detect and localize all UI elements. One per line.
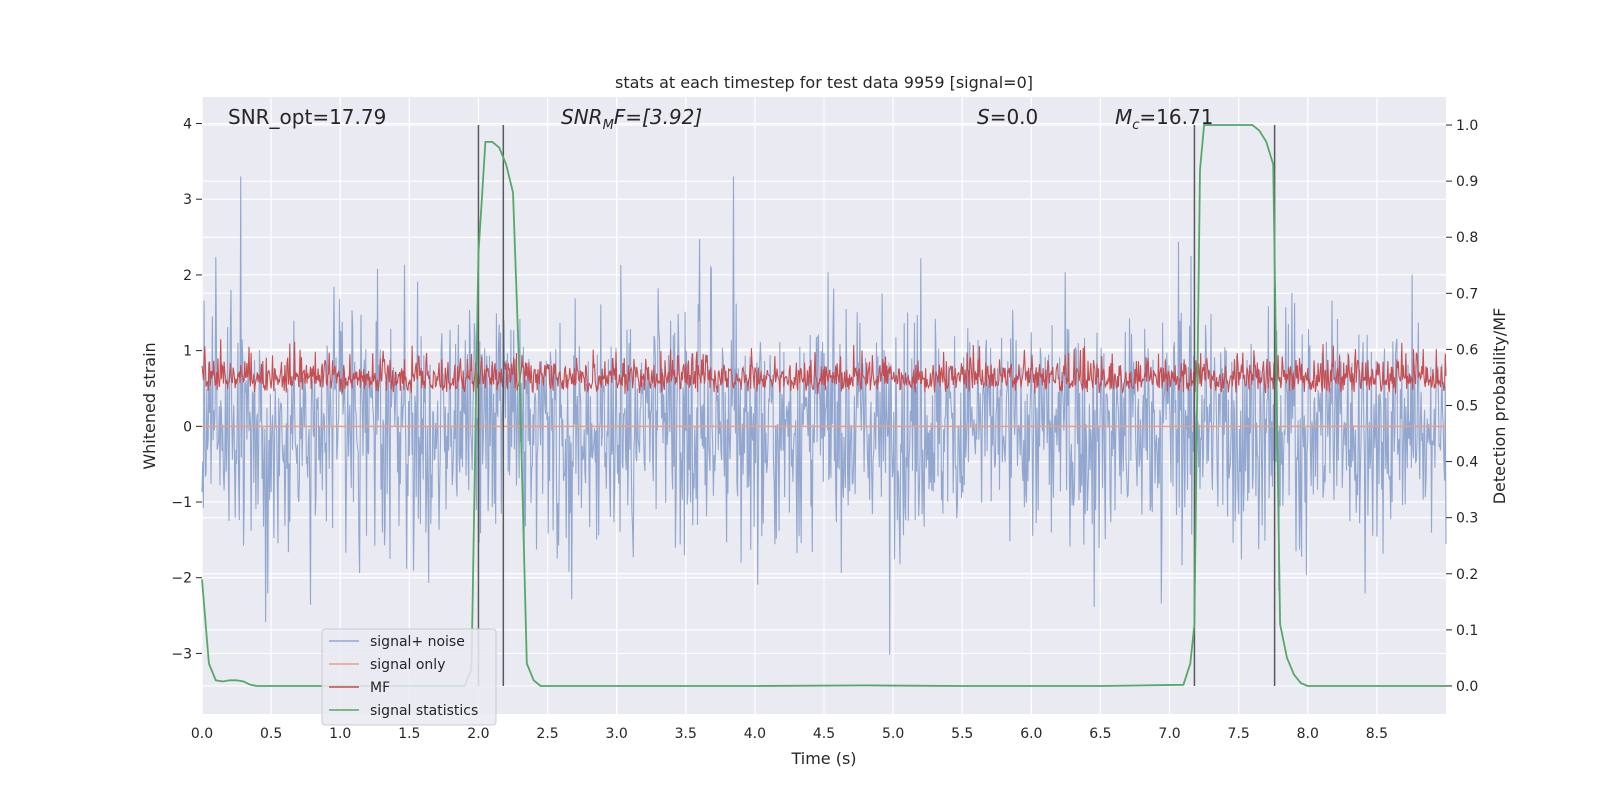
x-tick-label: 0.0 bbox=[191, 726, 213, 742]
line-signal-plus-noise bbox=[201, 176, 1447, 655]
x-tick-label: 1.5 bbox=[398, 726, 420, 742]
y-left-tick-label: 1 bbox=[183, 344, 192, 360]
x-tick-label: 7.0 bbox=[1158, 726, 1180, 742]
y-right-tick-label: 1.0 bbox=[1456, 118, 1478, 134]
x-tick-label: 8.5 bbox=[1366, 726, 1388, 742]
y-right-tick-label: 0.6 bbox=[1456, 342, 1478, 358]
y-left-tick-label: −1 bbox=[171, 495, 192, 511]
x-tick-label: 7.5 bbox=[1228, 726, 1250, 742]
x-axis-ticks: 0.0 0.5 1.0 1.5 2.0 2.5 3.0 3.5 4.0 4.5 5.0 5.5 6.0 6… bbox=[191, 726, 1388, 742]
y-left-axis-ticks: −3 −2 −1 0 1 2 3 4 bbox=[171, 116, 202, 662]
x-axis-label: Time (s) bbox=[790, 749, 856, 768]
series-mf bbox=[201, 339, 1447, 394]
y-right-axis-label: Detection probability/MF bbox=[1490, 308, 1509, 505]
x-tick-label: 3.0 bbox=[606, 726, 628, 742]
y-right-tick-label: 0.1 bbox=[1456, 623, 1478, 639]
chart-title: stats at each timestep for test data 995… bbox=[615, 73, 1033, 92]
y-left-tick-label: 4 bbox=[183, 116, 192, 132]
y-right-tick-label: 0.7 bbox=[1456, 286, 1478, 302]
series-signal-plus-noise bbox=[201, 176, 1447, 655]
x-tick-label: 0.5 bbox=[260, 726, 282, 742]
y-right-tick-label: 0.2 bbox=[1456, 567, 1478, 583]
legend-label-signal-statistics: signal statistics bbox=[370, 703, 478, 719]
legend: signal+ noise signal only MF signal stat… bbox=[321, 628, 497, 726]
legend-box bbox=[321, 628, 497, 726]
legend-label-mf: MF bbox=[370, 680, 390, 696]
y-right-tick-label: 0.5 bbox=[1456, 399, 1478, 415]
x-tick-label: 5.0 bbox=[882, 726, 904, 742]
annotation-snr-mf: SNRMF=[3.92] bbox=[561, 105, 702, 133]
y-right-tick-label: 0.4 bbox=[1456, 455, 1478, 471]
y-right-axis-ticks: 0.0 0.1 0.2 0.3 0.4 0.5 0.6 0.7 0.8 0.9 1.0 bbox=[1446, 118, 1478, 695]
x-tick-label: 4.5 bbox=[813, 726, 835, 742]
x-tick-label: 2.0 bbox=[467, 726, 489, 742]
y-right-tick-label: 0.8 bbox=[1456, 230, 1478, 246]
x-tick-label: 4.0 bbox=[744, 726, 766, 742]
line-mf bbox=[201, 339, 1447, 394]
x-tick-label: 6.0 bbox=[1020, 726, 1042, 742]
y-left-tick-label: 2 bbox=[183, 268, 192, 284]
y-left-tick-label: −3 bbox=[171, 646, 192, 662]
y-left-axis-label: Whitened strain bbox=[140, 342, 159, 469]
y-left-tick-label: 3 bbox=[183, 192, 192, 208]
annotation-mc: Mc=16.71 bbox=[1115, 105, 1213, 133]
series-signal-statistics bbox=[201, 124, 1446, 687]
x-tick-label: 5.5 bbox=[951, 726, 973, 742]
annotation-s: S=0.0 bbox=[977, 105, 1038, 129]
y-right-tick-label: 0.3 bbox=[1456, 511, 1478, 527]
annotation-snr-opt: SNR_opt=17.79 bbox=[228, 105, 386, 129]
x-tick-label: 3.5 bbox=[675, 726, 697, 742]
x-tick-label: 2.5 bbox=[536, 726, 558, 742]
y-left-tick-label: 0 bbox=[183, 419, 192, 435]
y-left-tick-label: −2 bbox=[171, 571, 192, 587]
legend-label-signal-plus-noise: signal+ noise bbox=[370, 634, 465, 650]
y-right-tick-label: 0.9 bbox=[1456, 174, 1478, 190]
x-tick-label: 6.5 bbox=[1089, 726, 1111, 742]
y-right-tick-label: 0.0 bbox=[1456, 679, 1478, 695]
legend-label-signal-only: signal only bbox=[370, 657, 445, 673]
x-tick-label: 1.0 bbox=[329, 726, 351, 742]
x-tick-label: 8.0 bbox=[1297, 726, 1319, 742]
line-signal-statistics bbox=[201, 124, 1446, 687]
